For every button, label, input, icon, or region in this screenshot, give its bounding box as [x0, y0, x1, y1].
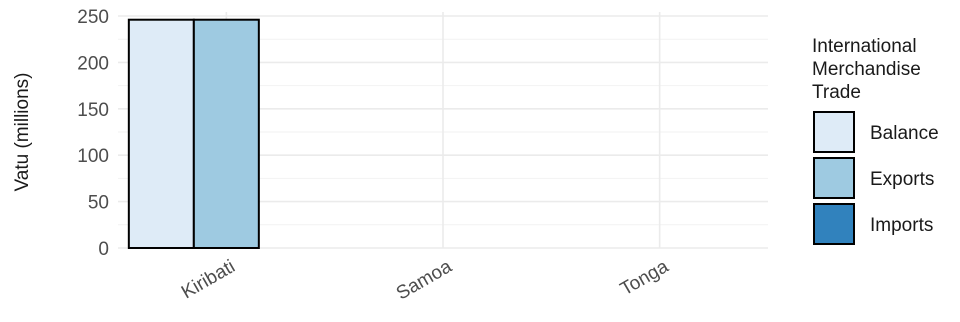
y-axis-ticks: 0 50 100 150 200 250 [77, 7, 109, 260]
legend-key-balance [813, 111, 855, 153]
legend: International Merchandise Trade Balance E… [812, 36, 939, 245]
x-tick-label-tonga: Tonga [617, 256, 673, 300]
bars [127, 18, 260, 249]
x-tick-label-samoa: Samoa [393, 256, 456, 305]
y-tick-label: 50 [88, 193, 109, 214]
legend-label-balance: Balance [870, 123, 939, 144]
x-axis-ticks: Kiribati Samoa Tonga [178, 256, 672, 305]
y-axis-title: Vatu (millions) [12, 73, 33, 192]
legend-key-imports [813, 203, 855, 245]
legend-title-line-1: International [812, 36, 917, 57]
y-tick-label: 250 [77, 7, 109, 28]
legend-key-exports [813, 157, 855, 199]
y-tick-label: 100 [77, 146, 109, 167]
y-tick-label: 200 [77, 53, 109, 74]
y-tick-label: 150 [77, 100, 109, 121]
bar-kiribati-exports [192, 18, 260, 249]
legend-label-imports: Imports [870, 215, 933, 236]
x-tick-label-kiribati: Kiribati [178, 256, 239, 303]
bar-kiribati-balance [127, 18, 195, 249]
y-tick-label: 0 [98, 239, 109, 260]
legend-title-line-2: Merchandise [812, 59, 921, 80]
legend-items: Balance Exports Imports [813, 111, 939, 245]
legend-label-exports: Exports [870, 169, 934, 190]
legend-title-line-3: Trade [812, 82, 861, 103]
